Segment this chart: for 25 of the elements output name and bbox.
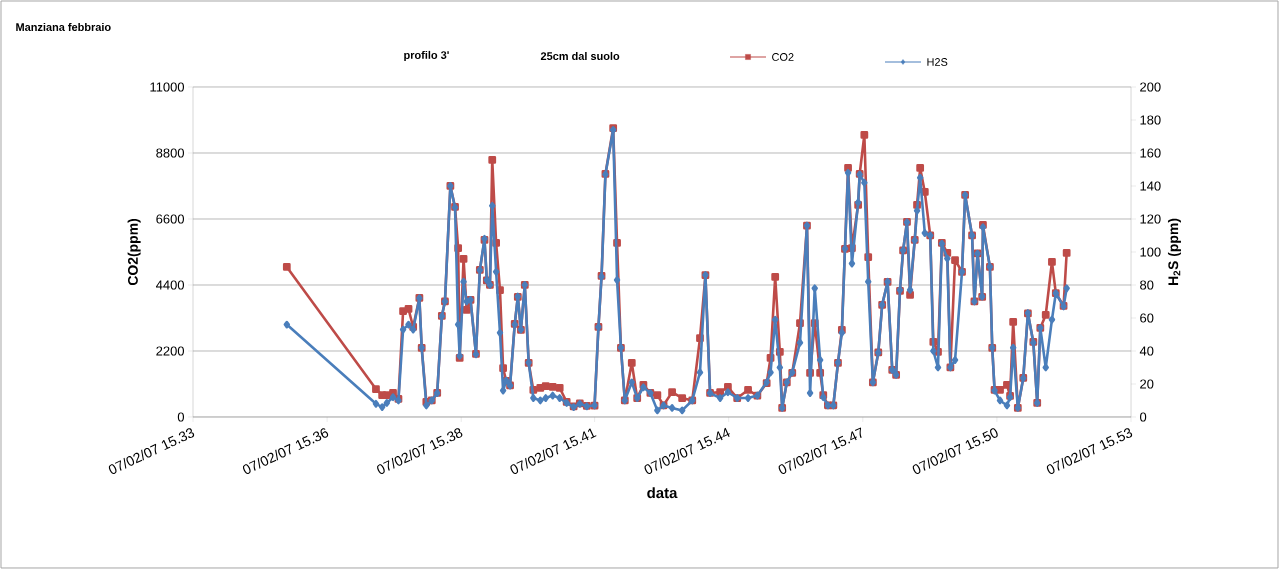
y2-tick-label: 60 [1140,313,1154,323]
y-tick-label: 6600 [156,214,184,224]
y2-tick-label: 0 [1140,412,1147,422]
text: 25cm dal suolo [540,51,620,61]
y2-tick-label: 40 [1139,346,1154,356]
y-tick-label: 4400 [156,280,184,290]
legend-label: H2S [927,58,948,66]
legend-label: CO2 [772,53,794,61]
y-tick-label: 0 [177,412,185,422]
y2-axis-title: H$_{2}$S (ppm) [1167,218,1181,285]
y2-tick-label: 20 [1140,379,1154,389]
y2-tick-label: 120 [1140,214,1161,224]
y-tick-label: 2200 [156,346,184,356]
y2-tick-label: 140 [1140,181,1161,191]
y2-tick-label: 100 [1140,247,1161,257]
x-axis-title: data [647,487,678,499]
y2-tick-label: 160 [1140,148,1161,158]
chart-subtitle: profilo 3' [404,50,449,62]
y-axis-title: CO2(ppm) [127,218,141,286]
y-tick-label: 11000 [150,82,185,92]
y2-tick-label: 200 [1140,82,1161,92]
y-tick-label: 8800 [156,148,184,158]
text: Manziana febbraio [16,22,111,32]
y2-tick-label: 180 [1140,115,1161,125]
y2-tick-label: 80 [1140,280,1154,290]
